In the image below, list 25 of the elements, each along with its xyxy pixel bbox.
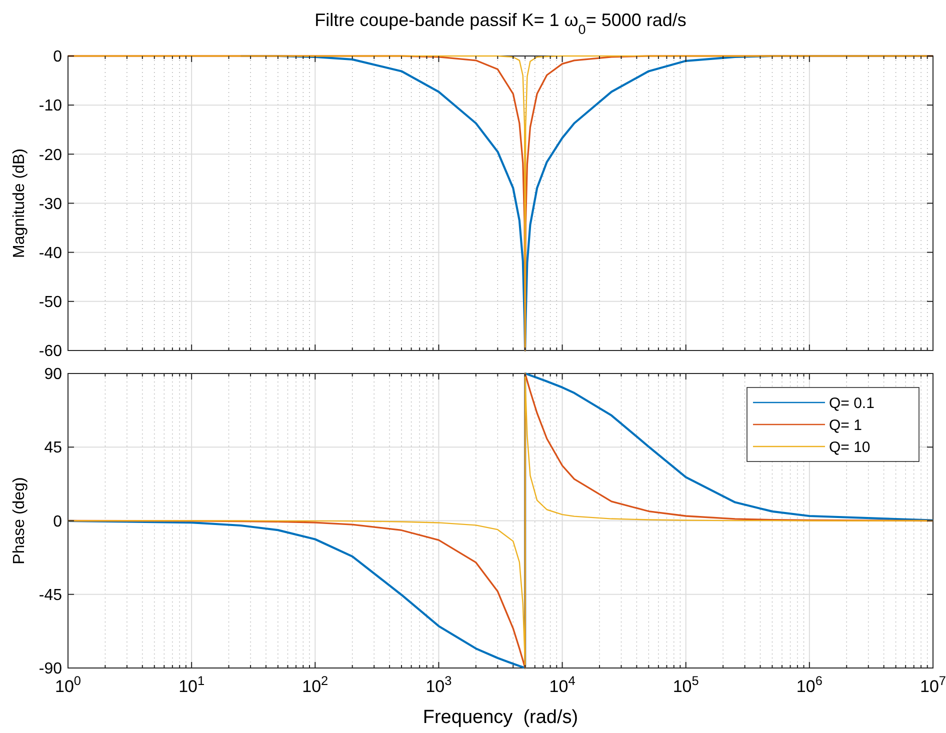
legend-label: Q= 10: [829, 438, 870, 456]
y-tick-label: -20: [38, 146, 62, 164]
x-tick-label: 10$^{5}$: [672, 672, 699, 696]
y-tick-label: -30: [38, 196, 62, 213]
y-tick-label: 0: [53, 48, 62, 66]
legend-label: Q= 1: [829, 416, 862, 434]
y-tick-label: -50: [38, 294, 62, 312]
x-tick-label: 10$^{1}$: [178, 672, 205, 696]
y-tick-label: -10: [38, 98, 62, 115]
x-tick-label: 10$^{7}$: [920, 672, 946, 696]
x-tick-label: 10$^{6}$: [796, 672, 822, 696]
y-tick-label: 0: [53, 513, 62, 530]
chart-title: Filtre coupe-bande passif K= 1 ω$_{0}$= 5000 rad/s: [314, 10, 686, 36]
x-tick-label: 10$^{4}$: [549, 672, 576, 696]
legend-label: Q= 0.1: [829, 394, 874, 412]
x-axis-title: Frequency (rad/s): [422, 707, 578, 728]
x-tick-label: 10$^{3}$: [426, 672, 452, 696]
y-axis-title: Phase (deg): [11, 477, 28, 564]
x-tick-label: 10$^{2}$: [302, 672, 328, 696]
y-tick-label: -45: [38, 586, 62, 604]
y-tick-label: 90: [44, 366, 62, 384]
y-tick-label: -60: [38, 343, 62, 360]
y-tick-label: 45: [44, 440, 62, 457]
y-axis-title: Magnitude (dB): [11, 148, 28, 258]
y-tick-label: -40: [38, 244, 62, 262]
